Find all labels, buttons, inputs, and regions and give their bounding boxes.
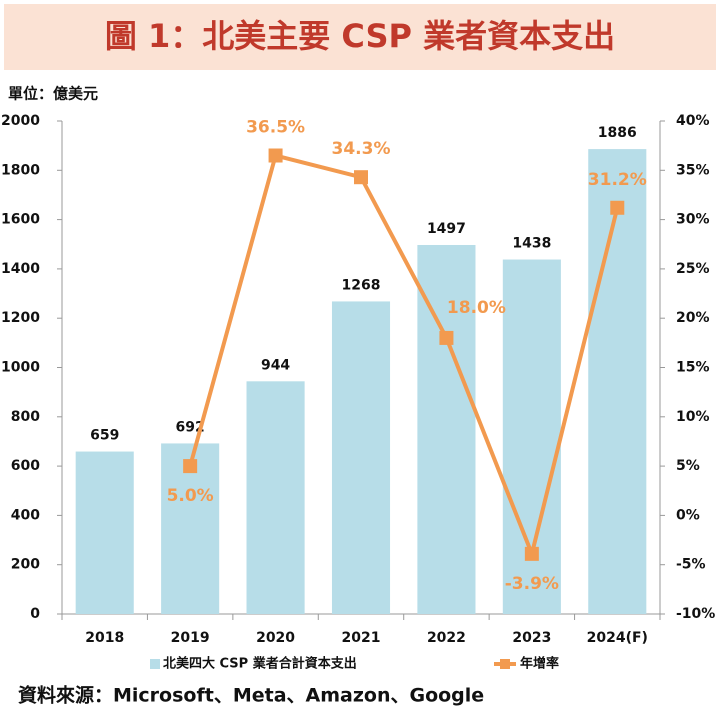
legend-swatch xyxy=(500,659,510,669)
x-tick-label: 2024(F) xyxy=(587,630,648,646)
bar xyxy=(246,381,305,614)
bar-value-label: 1438 xyxy=(512,236,551,252)
line-marker xyxy=(354,170,368,185)
line-value-label: -3.9% xyxy=(505,574,559,594)
x-tick-label: 2018 xyxy=(85,630,124,646)
legend-swatch xyxy=(150,659,160,669)
bar-value-label: 1497 xyxy=(427,221,466,237)
y2-tick-label: 0% xyxy=(676,507,700,523)
line-marker xyxy=(183,459,198,474)
y2-tick-label: -5% xyxy=(676,557,706,573)
bar xyxy=(588,149,647,614)
line xyxy=(188,153,620,561)
y2-tick-label: -10% xyxy=(676,606,715,622)
y2-tick-label: 30% xyxy=(676,212,710,228)
bar xyxy=(417,244,476,614)
y-tick-label: 1400 xyxy=(1,261,40,277)
line-value-label: 34.3% xyxy=(332,139,391,159)
y-tick-label: 1600 xyxy=(1,212,40,228)
y2-tick-label: 5% xyxy=(676,458,700,474)
y2-tick-label: 10% xyxy=(676,409,710,425)
x-tick-label: 2021 xyxy=(342,630,381,646)
chart-title: 圖 1：北美主要 CSP 業者資本支出 xyxy=(105,17,615,55)
line-marker xyxy=(524,546,539,561)
line-value-label: 36.5% xyxy=(246,118,305,138)
unit-label: 單位：億美元 xyxy=(8,85,98,103)
y2-tick-label: 15% xyxy=(676,360,710,376)
y-tick-label: 0 xyxy=(30,606,40,622)
y-tick-label: 200 xyxy=(11,557,40,573)
title-band xyxy=(4,4,716,70)
y-tick-label: 1200 xyxy=(1,310,40,326)
line-value-label: 5.0% xyxy=(167,486,214,506)
y-tick-label: 400 xyxy=(11,507,40,523)
legend-label: 北美四大 CSP 業者合計資本支出 xyxy=(163,656,357,672)
bar-value-label: 692 xyxy=(176,419,205,435)
y-tick-label: 800 xyxy=(11,409,40,425)
y2-tick-label: 40% xyxy=(676,113,710,129)
bar-value-label: 1886 xyxy=(598,125,637,141)
y-tick-label: 600 xyxy=(11,458,40,474)
bar-value-label: 1268 xyxy=(342,277,381,293)
bar-value-label: 944 xyxy=(261,357,290,373)
y2-tick-label: 25% xyxy=(676,261,710,277)
source: 資料來源：Microsoft、Meta、Amazon、Google xyxy=(18,684,484,707)
x-tick-label: 2019 xyxy=(171,630,210,646)
line-marker xyxy=(439,330,454,345)
y2-tick-label: 20% xyxy=(676,310,710,326)
legend-label: 年增率 xyxy=(520,656,559,672)
y-tick-label: 1000 xyxy=(1,360,40,376)
y-tick-label: 2000 xyxy=(1,113,40,129)
line-marker xyxy=(268,148,283,163)
bar xyxy=(331,301,391,614)
line-value-label: 18.0% xyxy=(447,298,506,318)
line-marker xyxy=(610,200,625,215)
x-tick-label: 2020 xyxy=(256,630,295,646)
x-tick-label: 2022 xyxy=(427,630,466,646)
y-tick-label: 1800 xyxy=(1,162,40,178)
y2-tick-label: 35% xyxy=(676,162,710,178)
bar-value-label: 659 xyxy=(90,428,119,444)
line-value-label: 31.2% xyxy=(588,170,647,190)
bar xyxy=(75,451,134,614)
x-tick-label: 2023 xyxy=(512,630,551,646)
